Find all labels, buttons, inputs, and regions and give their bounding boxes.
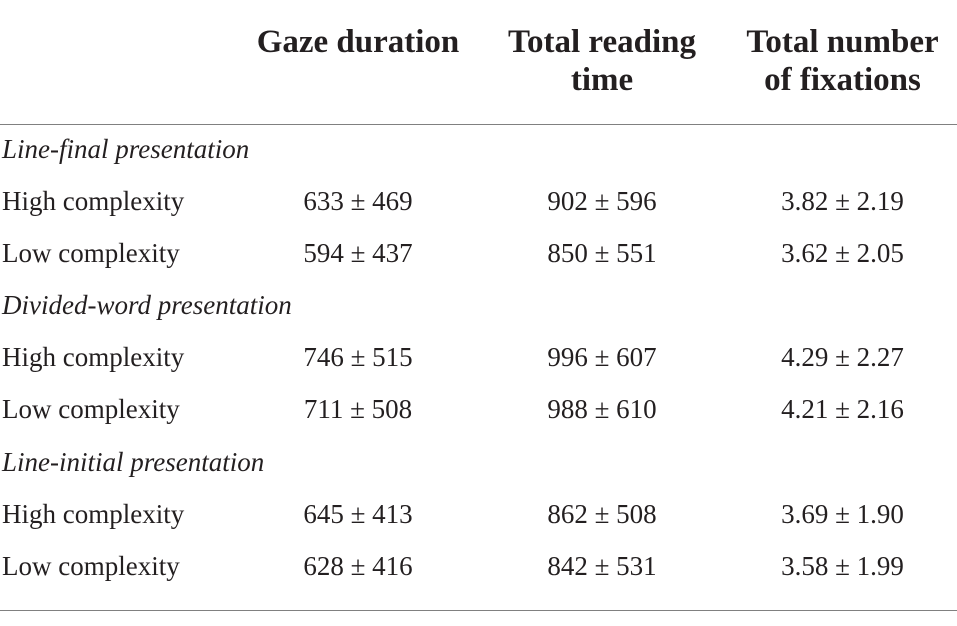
cell-total-fixations: 3.69 ± 1.90 — [781, 499, 904, 529]
section-title: Divided-word presentation — [2, 290, 292, 320]
cell-total-reading-time: 996 ± 607 — [547, 342, 657, 372]
header-total-reading-time-line2: time — [570, 62, 634, 98]
cell-total-fixations: 3.82 ± 2.19 — [781, 186, 904, 216]
row-label: High complexity — [2, 342, 185, 372]
cell-gaze-duration: 746 ± 515 — [303, 342, 413, 372]
header-total-reading-time: Total reading time — [492, 23, 712, 99]
cell-total-reading-time: 842 ± 531 — [547, 551, 657, 581]
cell-gaze-duration: 711 ± 508 — [303, 394, 413, 424]
cell-total-fixations: 3.58 ± 1.99 — [781, 551, 904, 581]
header-total-fixations-line2: of fixations — [764, 62, 921, 98]
row-label: High complexity — [2, 499, 185, 529]
header-total-fixations: Total number of fixations — [728, 23, 957, 99]
row-label: Low complexity — [2, 394, 180, 424]
header-rule — [0, 124, 957, 125]
row-label: High complexity — [2, 186, 185, 216]
footer-rule — [0, 610, 957, 611]
cell-gaze-duration: 628 ± 416 — [303, 551, 413, 581]
header-gaze-duration-label: Gaze duration — [256, 24, 460, 60]
cell-gaze-duration: 633 ± 469 — [303, 186, 413, 216]
cell-gaze-duration: 594 ± 437 — [303, 238, 413, 268]
row-label: Low complexity — [2, 238, 180, 268]
cell-total-reading-time: 902 ± 596 — [547, 186, 657, 216]
cell-gaze-duration: 645 ± 413 — [303, 499, 413, 529]
header-total-fixations-line1: Total number — [746, 24, 939, 60]
header-total-reading-time-line1: Total reading — [508, 24, 696, 60]
cell-total-reading-time: 988 ± 610 — [547, 394, 657, 424]
row-label: Low complexity — [2, 551, 180, 581]
cell-total-reading-time: 862 ± 508 — [547, 499, 657, 529]
section-title: Line-final presentation — [2, 134, 250, 164]
cell-total-fixations: 4.21 ± 2.16 — [781, 394, 904, 424]
cell-total-fixations: 4.29 ± 2.27 — [781, 342, 904, 372]
cell-total-reading-time: 850 ± 551 — [547, 238, 657, 268]
section-title: Line-initial presentation — [2, 447, 265, 477]
cell-total-fixations: 3.62 ± 2.05 — [781, 238, 904, 268]
header-gaze-duration: Gaze duration — [240, 23, 476, 61]
